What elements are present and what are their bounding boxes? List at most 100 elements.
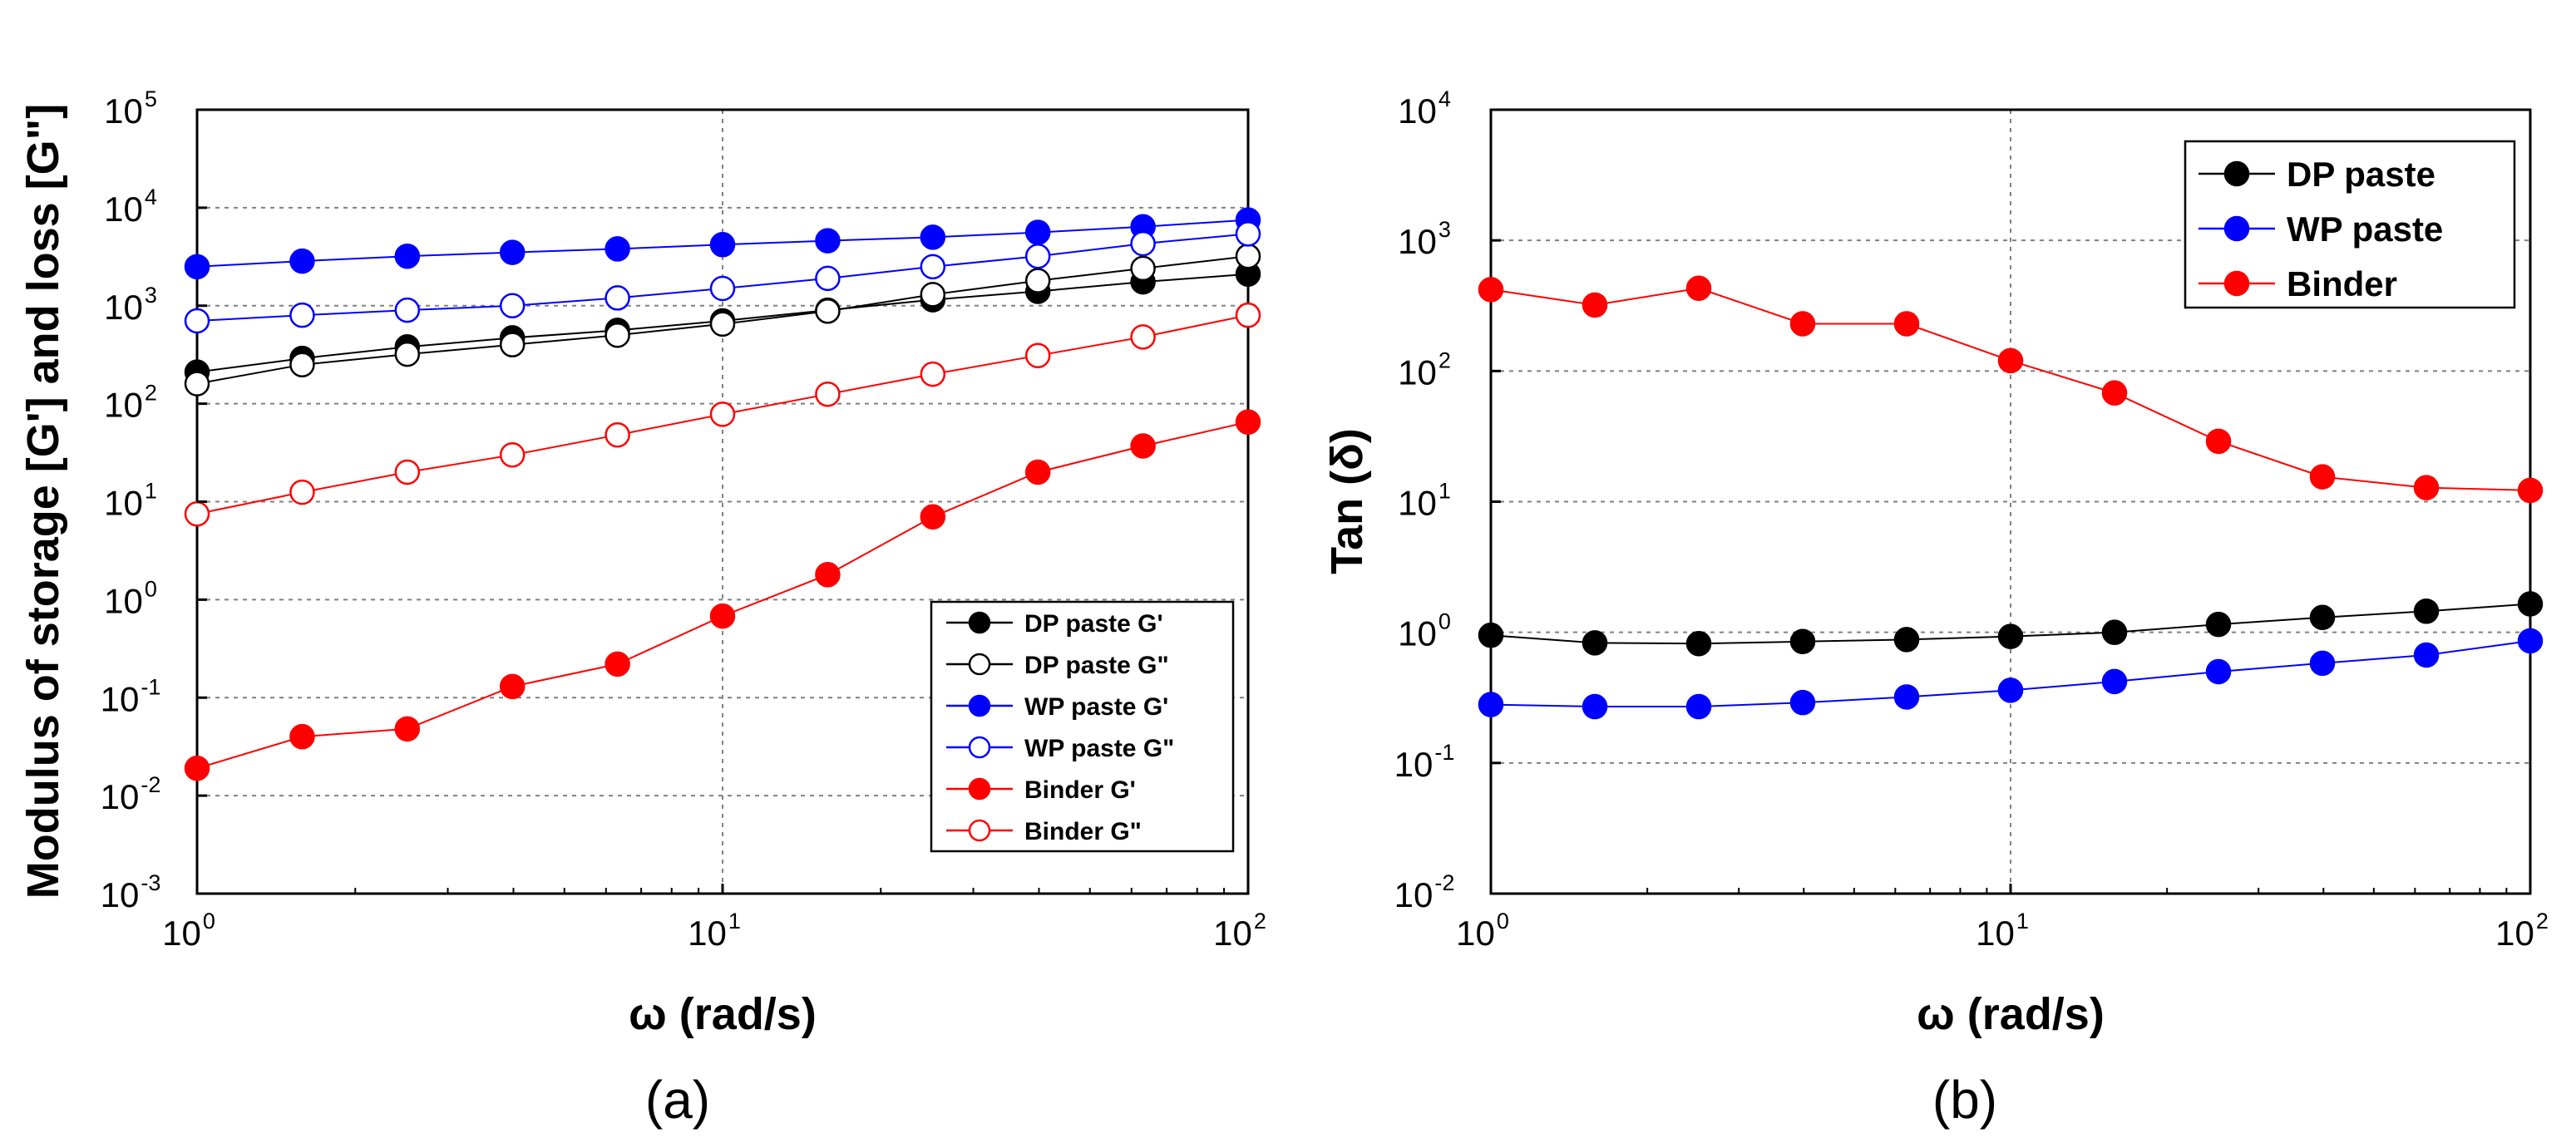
panel-a-data-point	[605, 285, 630, 311]
panel-b-x-tick-exponent: 1	[2016, 909, 2029, 934]
panel-a-legend: DP paste G' DP paste G" WP paste G' WP past…	[930, 600, 1235, 853]
panel-a-data-point	[499, 442, 526, 468]
legend-label: Binder G"	[1024, 818, 1142, 845]
panel-a-data-point	[394, 297, 421, 323]
panel-a-data-point	[184, 756, 210, 781]
panel-b-y-tick-exponent: -2	[1434, 870, 1454, 895]
panel-a-x-tick-label: 102	[1213, 909, 1266, 953]
panel-b-caption: (b)	[1932, 1070, 1997, 1130]
panel-a-y-tick-exponent: 1	[145, 479, 157, 504]
panel-a-data-point	[394, 341, 421, 367]
panel-a-y-tick-label: 10-2	[101, 772, 161, 816]
panel-a-data-point	[184, 254, 210, 280]
panel-a-data-point	[815, 381, 841, 407]
panel-a-legend-entry: Binder G'	[946, 776, 1136, 804]
panel-b-data-point	[2517, 477, 2544, 504]
panel-b-grid	[1491, 110, 2530, 894]
panel-a-data-point	[815, 228, 841, 254]
panel-a-y-tick-exponent: 5	[145, 86, 157, 111]
panel-a-y-tick-exponent: 0	[145, 576, 157, 601]
panel-a-y-tick-exponent: 4	[145, 185, 157, 209]
panel-a-data-point	[499, 673, 526, 700]
panel-b-data-point	[2205, 428, 2232, 455]
legend-label: WP paste G"	[1024, 735, 1174, 762]
legend-label: WP paste G'	[1024, 693, 1168, 721]
panel-a-data-point	[1235, 409, 1261, 435]
panel-b-legend-entry: WP paste	[2198, 209, 2443, 249]
panel-b-y-tick-label: 102	[1398, 347, 1451, 392]
legend-label: Binder G'	[1024, 776, 1136, 804]
panel-b-data-point	[1893, 311, 1920, 337]
legend-label: DP paste	[2287, 155, 2435, 194]
panel-a-y-tick-label: 105	[104, 86, 157, 131]
panel-b-y-tick-label: 100	[1398, 609, 1451, 653]
panel-b-data-point	[2309, 650, 2336, 677]
panel-a-x-tick-label: 100	[162, 909, 215, 953]
legend-marker-swatch	[2223, 160, 2250, 187]
panel-b-data-point	[1789, 311, 1816, 337]
panel-a-legend-entry: Binder G"	[946, 818, 1142, 845]
panel-a-data-point	[1235, 221, 1261, 247]
panel-a-data-point	[815, 562, 841, 588]
panel-a-data-point	[1235, 243, 1261, 269]
panel-b-y-tick-label: 104	[1398, 86, 1451, 131]
panel-a-y-axis-label: Modulus of storage [G'] and loss [G"]	[18, 104, 68, 899]
panel-a-data-point	[394, 716, 421, 742]
panel-b-data-point	[2309, 604, 2336, 631]
panel-b-data-point	[1893, 627, 1920, 653]
legend-marker-swatch	[968, 777, 991, 801]
panel-b-data-point	[1997, 677, 2024, 703]
legend-label: WP paste	[2287, 209, 2443, 249]
panel-b-y-tick-label: 10-2	[1394, 870, 1455, 914]
panel-b-data-point	[1478, 277, 1504, 303]
panel-a-data-point	[605, 421, 630, 448]
panel-a-y-tick-exponent: -3	[141, 870, 160, 895]
panel-b-data-point	[2101, 380, 2128, 406]
panel-a-caption: (a)	[645, 1070, 710, 1130]
panel-b-data-point	[1789, 628, 1816, 655]
legend-marker-swatch	[2223, 215, 2250, 242]
panel-b-data-point	[1582, 693, 1608, 720]
panel-b-x-axis-label: ω (rad/s)	[1917, 989, 2105, 1039]
panel-b-y-tick-label: 101	[1398, 479, 1451, 523]
legend-label: DP paste G"	[1024, 652, 1169, 679]
panel-b-data-point	[1478, 692, 1504, 717]
panel-b-y-tick-exponent: 0	[1439, 609, 1451, 634]
panel-a-y-tick-label: 100	[104, 576, 157, 620]
panel-a-markers	[184, 207, 1261, 781]
panel-a-y-tick-label: 103	[104, 283, 157, 327]
panel-a-data-point	[289, 479, 315, 505]
panel-a-y-tick-exponent: 3	[145, 283, 157, 308]
panel-a-data-point	[184, 500, 210, 527]
panel-a-y-tick-exponent: -2	[141, 772, 160, 797]
panel-a-data-point	[605, 236, 630, 262]
legend-label: Binder	[2287, 264, 2397, 303]
panel-b-data-point	[2517, 628, 2544, 654]
panel-b-data-point	[2413, 599, 2440, 624]
legend-marker-swatch	[968, 819, 991, 842]
panel-a-chart: 100 101 102 10-310-210-1100101102103104105…	[18, 86, 1266, 1130]
panel-a-y-tick-label: 10-3	[101, 870, 161, 914]
panel-b-x-tick-label: 102	[2495, 909, 2549, 953]
legend-marker-swatch	[2223, 270, 2250, 297]
panel-b-data-point	[2309, 464, 2336, 490]
panel-b-data-point	[1685, 275, 1712, 302]
legend-marker-swatch	[968, 653, 991, 676]
panel-a-legend-entry: WP paste G'	[946, 693, 1168, 721]
panel-a-data-point	[1024, 459, 1051, 485]
panel-a-y-tick-label: 104	[104, 185, 157, 229]
legend-marker-swatch	[968, 736, 991, 759]
panel-a-x-tick-exponent: 2	[1254, 909, 1266, 934]
panel-a-data-point	[394, 243, 421, 269]
panel-a-data-point	[920, 254, 946, 280]
panel-b-data-point	[1685, 630, 1712, 657]
panel-a-x-axis-label: ω (rad/s)	[629, 989, 817, 1039]
panel-a-data-point	[1130, 433, 1156, 459]
panel-b-y-tick-label: 10-1	[1394, 740, 1455, 784]
panel-a-data-point	[605, 322, 630, 348]
panel-a-y-tick-exponent: 2	[145, 381, 157, 406]
legend-marker-swatch	[968, 611, 991, 634]
panel-b-markers	[1478, 275, 2544, 720]
panel-a-data-point	[1024, 268, 1051, 293]
